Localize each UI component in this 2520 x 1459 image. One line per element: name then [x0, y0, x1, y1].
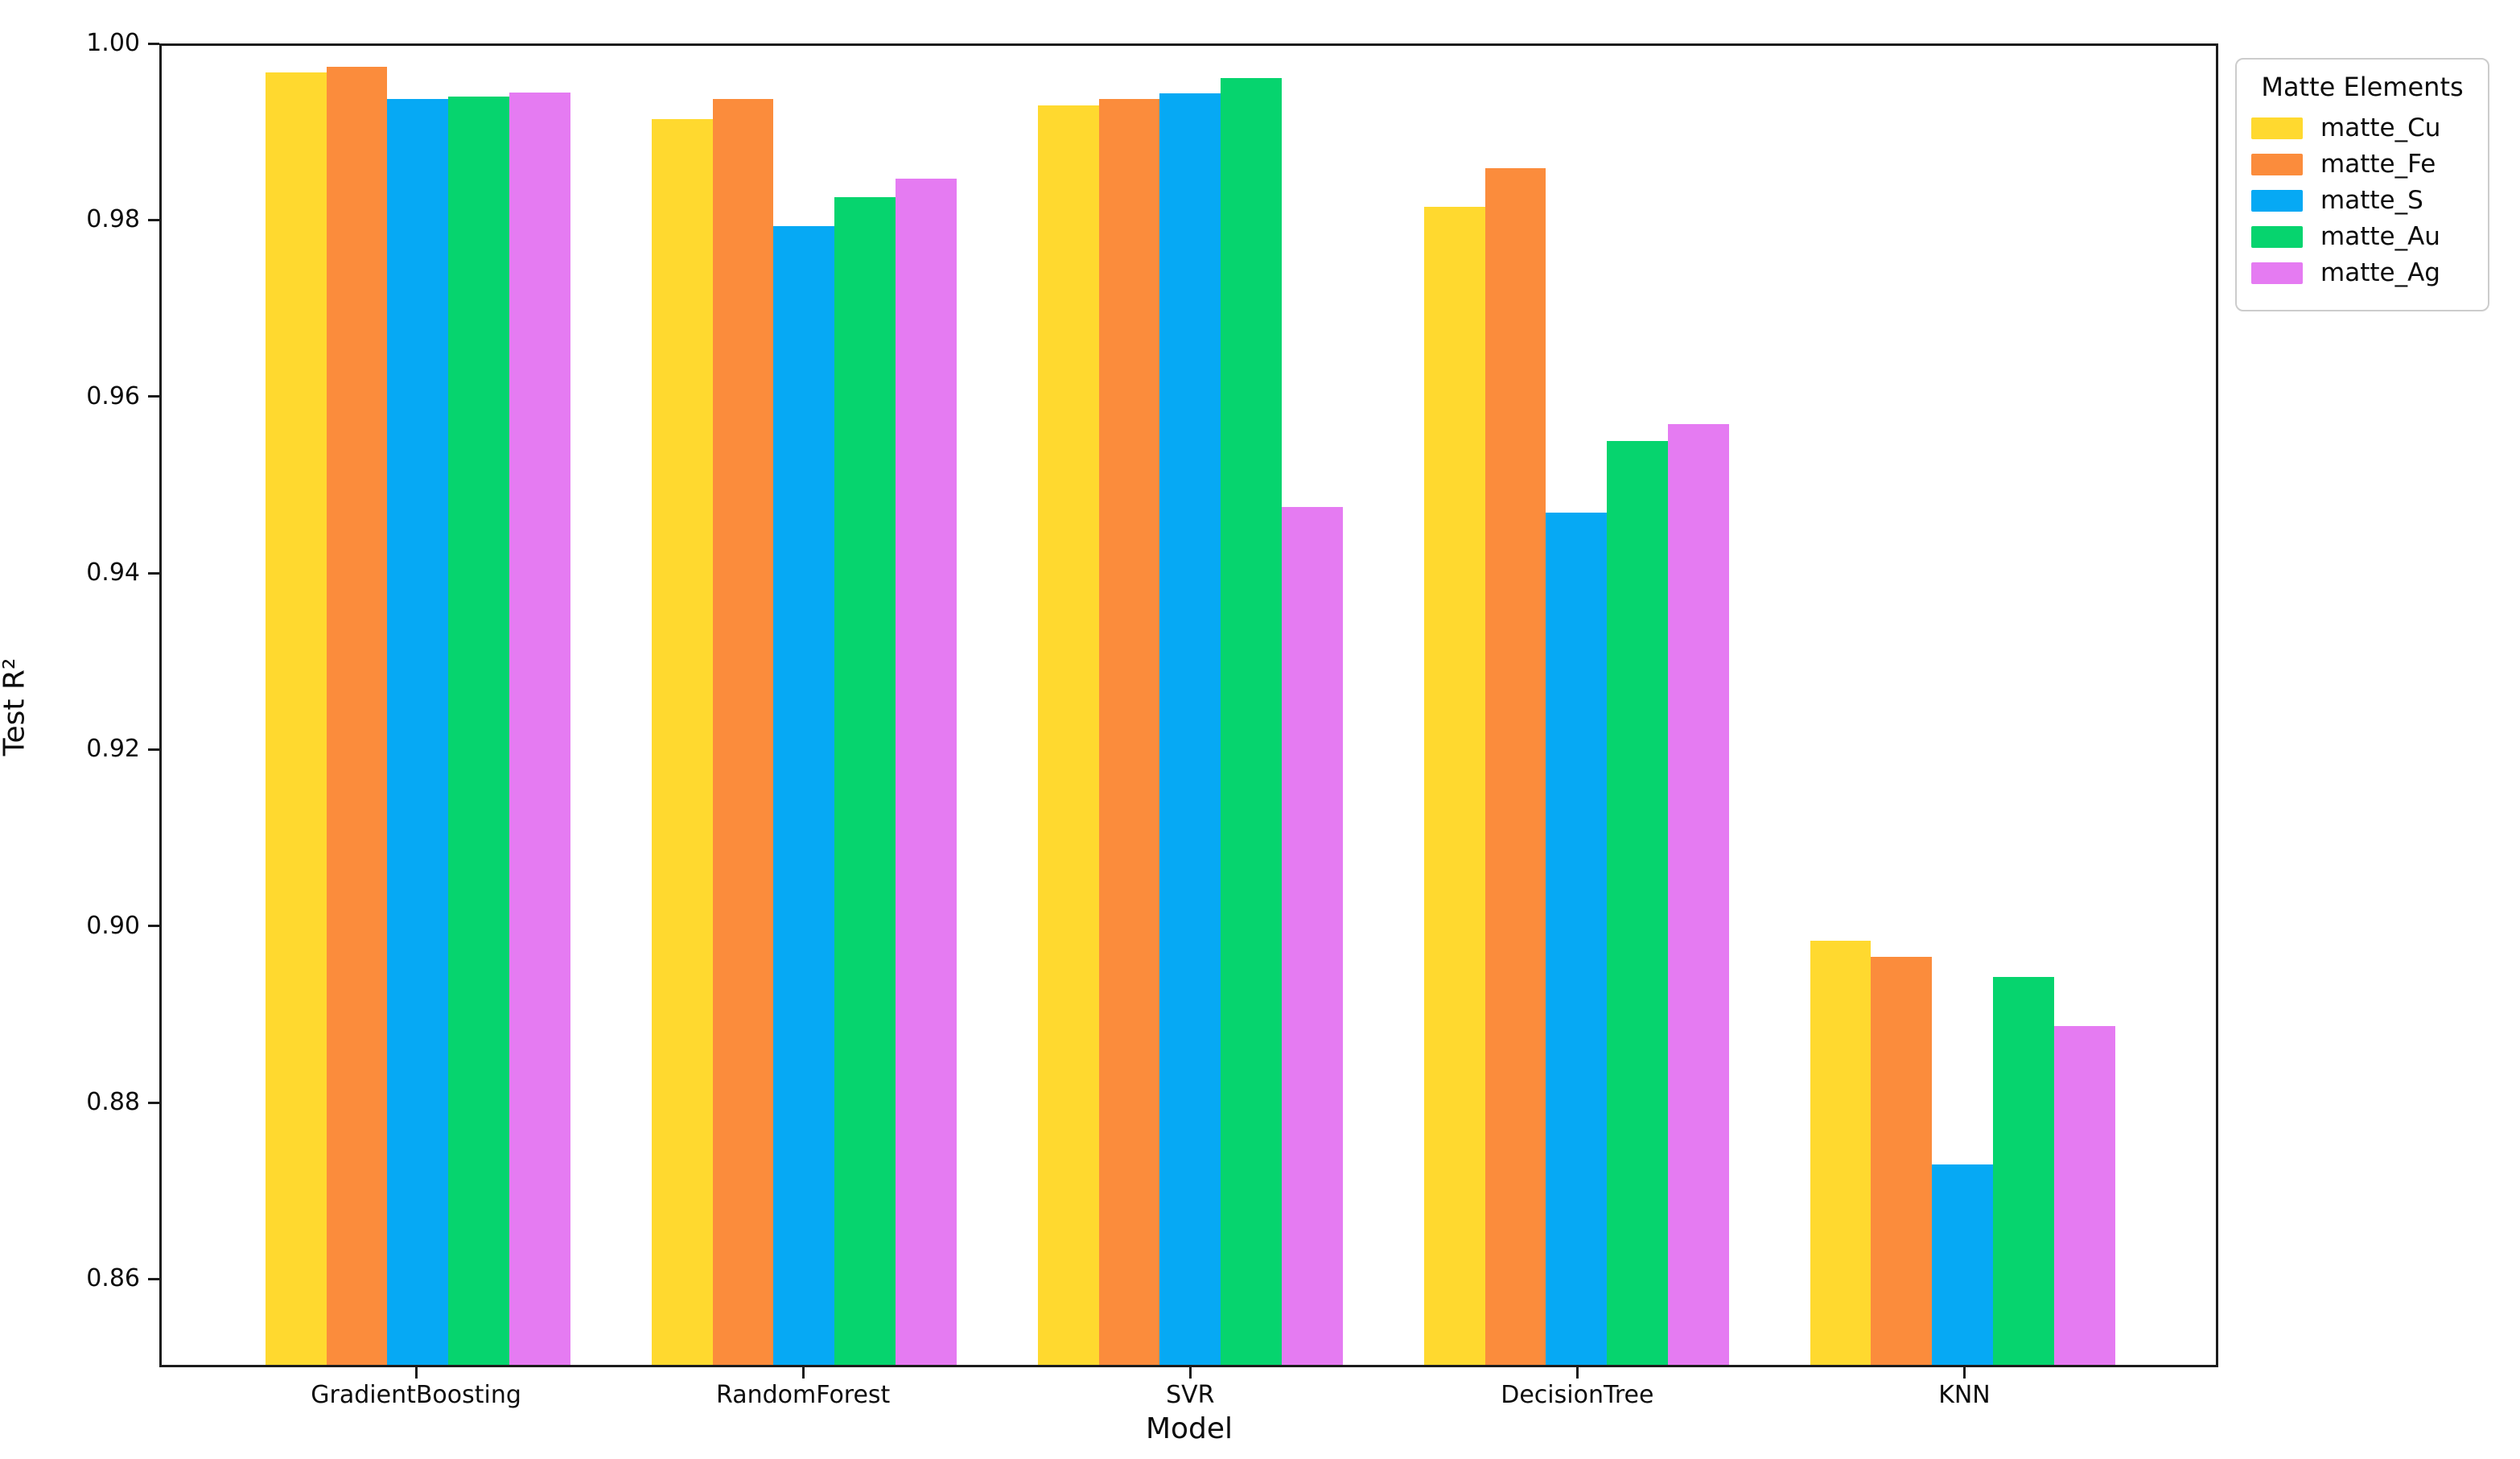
legend-swatch-matte_S	[2251, 190, 2303, 212]
x-tick-label-SVR: SVR	[1166, 1381, 1215, 1409]
y-tick-label: 0.92	[86, 735, 140, 764]
bar-KNN-matte_Ag	[2053, 1026, 2115, 1365]
bar-DecisionTree-matte_Au	[1607, 440, 1668, 1365]
y-tick-mark	[148, 748, 159, 751]
x-tick-mark	[1575, 1367, 1579, 1379]
legend-label-matte_S: matte_S	[2320, 186, 2423, 215]
bar-GradientBoosting-matte_Cu	[265, 72, 327, 1365]
bar-RandomForest-matte_Au	[834, 196, 896, 1365]
bar-RandomForest-matte_Fe	[712, 98, 774, 1365]
bar-KNN-matte_Fe	[1871, 957, 1933, 1365]
bar-RandomForest-matte_Cu	[651, 118, 713, 1365]
bar-SVR-matte_Au	[1221, 78, 1282, 1365]
legend-label-matte_Ag: matte_Ag	[2320, 258, 2440, 287]
legend-swatch-matte_Au	[2251, 226, 2303, 248]
y-tick-mark	[148, 395, 159, 398]
bar-DecisionTree-matte_Fe	[1484, 167, 1546, 1365]
plot-area	[159, 43, 2218, 1367]
y-tick-label: 0.96	[86, 381, 140, 410]
bar-DecisionTree-matte_Ag	[1667, 423, 1729, 1365]
bar-KNN-matte_S	[1932, 1164, 1994, 1365]
x-tick-mark	[801, 1367, 805, 1379]
x-axis-title: Model	[1145, 1412, 1233, 1445]
y-tick-label: 0.94	[86, 558, 140, 587]
bar-DecisionTree-matte_Cu	[1423, 206, 1485, 1365]
x-tick-label-RandomForest: RandomForest	[716, 1381, 891, 1409]
legend-row-matte_Fe: matte_Fe	[2251, 152, 2475, 177]
y-tick-label: 0.88	[86, 1088, 140, 1116]
legend-swatch-matte_Cu	[2251, 117, 2303, 139]
bar-GradientBoosting-matte_Ag	[509, 92, 570, 1365]
y-tick-mark	[148, 42, 159, 45]
bar-GradientBoosting-matte_Fe	[326, 67, 388, 1365]
bar-RandomForest-matte_Ag	[896, 178, 957, 1365]
x-tick-label-GradientBoosting: GradientBoosting	[311, 1381, 521, 1409]
legend-items: matte_Cu matte_Fe matte_S matte_Au matte_Ag	[2250, 116, 2475, 286]
y-tick-mark	[148, 1101, 159, 1104]
legend-swatch-matte_Fe	[2251, 154, 2303, 175]
bar-DecisionTree-matte_S	[1546, 513, 1608, 1365]
y-tick-mark	[148, 218, 159, 221]
bar-RandomForest-matte_S	[773, 225, 835, 1365]
y-tick-mark	[148, 925, 159, 928]
legend-label-matte_Cu: matte_Cu	[2320, 113, 2441, 142]
y-tick-label: 1.00	[86, 29, 140, 57]
x-tick-label-DecisionTree: DecisionTree	[1501, 1381, 1654, 1409]
legend-label-matte_Au: matte_Au	[2320, 222, 2440, 251]
legend-row-matte_Ag: matte_Ag	[2251, 261, 2475, 286]
legend-row-matte_S: matte_S	[2251, 188, 2475, 213]
legend-label-matte_Fe: matte_Fe	[2320, 150, 2436, 179]
legend-swatch-matte_Ag	[2251, 262, 2303, 284]
legend-title: Matte Elements	[2261, 72, 2464, 102]
bar-SVR-matte_S	[1159, 93, 1221, 1365]
legend-row-matte_Au: matte_Au	[2251, 225, 2475, 249]
x-tick-label-KNN: KNN	[1938, 1381, 1991, 1409]
bar-KNN-matte_Cu	[1810, 941, 1871, 1365]
y-tick-mark	[148, 1277, 159, 1280]
legend: Matte Elements matte_Cu matte_Fe matte_S ma…	[2235, 58, 2489, 311]
x-tick-mark	[1188, 1367, 1192, 1379]
y-axis-title: Test R²	[0, 657, 31, 756]
bar-GradientBoosting-matte_S	[387, 98, 449, 1365]
legend-row-matte_Cu: matte_Cu	[2251, 116, 2475, 141]
y-tick-label: 0.86	[86, 1264, 140, 1293]
bar-SVR-matte_Fe	[1098, 98, 1160, 1365]
bar-KNN-matte_Au	[1993, 977, 2054, 1365]
x-tick-mark	[414, 1367, 418, 1379]
x-tick-mark	[1962, 1367, 1966, 1379]
bar-GradientBoosting-matte_Au	[448, 97, 510, 1365]
y-tick-mark	[148, 571, 159, 575]
bar-SVR-matte_Cu	[1037, 105, 1099, 1365]
y-tick-label: 0.90	[86, 911, 140, 940]
y-tick-label: 0.98	[86, 205, 140, 234]
bar-SVR-matte_Ag	[1282, 506, 1343, 1365]
